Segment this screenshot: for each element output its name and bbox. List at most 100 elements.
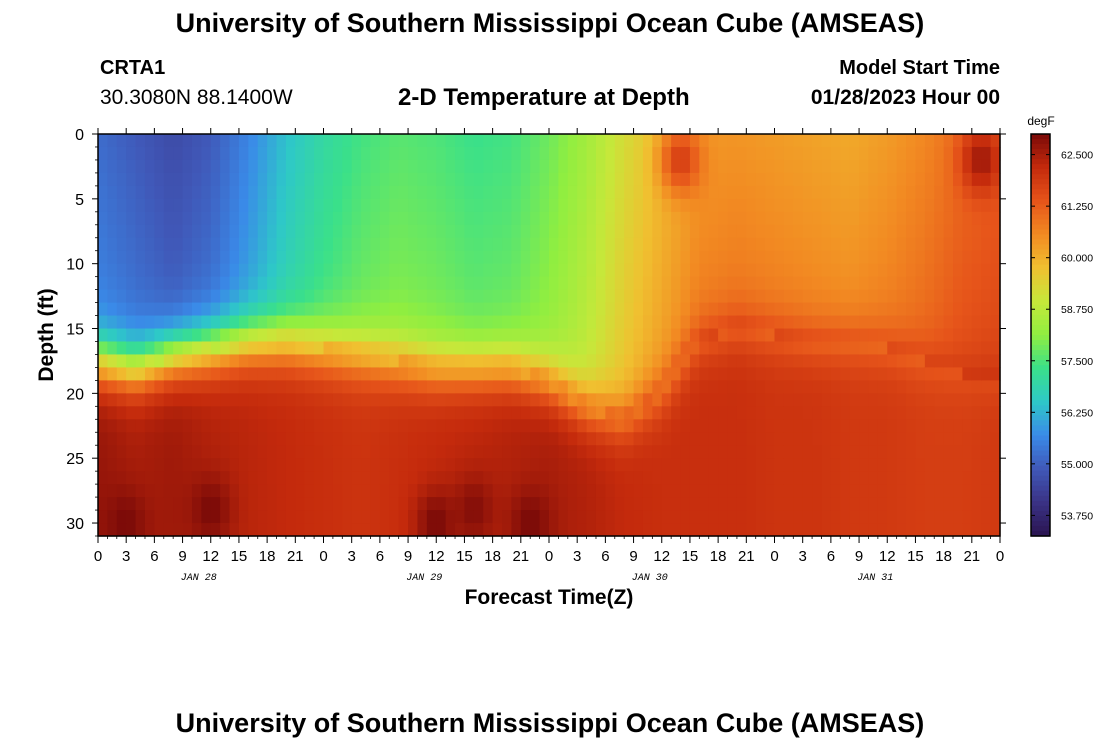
heatmap-cell xyxy=(361,198,372,213)
heatmap-cell xyxy=(793,367,804,381)
heatmap-cell xyxy=(417,458,428,472)
heatmap-cell xyxy=(746,354,757,369)
heatmap-cell xyxy=(680,341,691,356)
heatmap-cell xyxy=(830,445,841,459)
heatmap-cell xyxy=(154,134,165,148)
heatmap-cell xyxy=(915,134,926,148)
heatmap-cell xyxy=(220,484,231,498)
heatmap-cell xyxy=(783,445,794,459)
heatmap-cell xyxy=(840,354,851,369)
heatmap-cell xyxy=(173,484,184,498)
heatmap-cell xyxy=(755,523,766,537)
heatmap-cell xyxy=(746,341,757,356)
heatmap-cell xyxy=(135,224,146,239)
heatmap-cell xyxy=(426,185,437,200)
heatmap-cell xyxy=(558,367,569,381)
heatmap-cell xyxy=(633,302,644,317)
heatmap-cell xyxy=(783,393,794,407)
x-tick-label: 6 xyxy=(601,548,609,565)
heatmap-cell xyxy=(144,263,155,278)
heatmap-cell xyxy=(295,484,306,498)
heatmap-cell xyxy=(229,354,240,369)
heatmap-cell xyxy=(802,172,813,187)
heatmap-cell xyxy=(746,302,757,317)
heatmap-cell xyxy=(332,445,343,459)
heatmap-cell xyxy=(539,523,550,537)
heatmap-cell xyxy=(981,432,992,446)
heatmap-cell xyxy=(652,367,663,381)
heatmap-cell xyxy=(426,432,437,446)
heatmap-cell xyxy=(859,484,870,498)
heatmap-cell xyxy=(915,302,926,317)
heatmap-cell xyxy=(379,237,390,252)
heatmap-cell xyxy=(116,211,127,226)
heatmap-cell xyxy=(436,172,447,187)
heatmap-cell xyxy=(417,146,428,161)
heatmap-cell xyxy=(821,172,832,187)
heatmap-cell xyxy=(229,198,240,213)
heatmap-cell xyxy=(774,237,785,252)
heatmap-cell xyxy=(906,354,917,369)
heatmap-cell xyxy=(483,497,494,511)
heatmap-cell xyxy=(549,341,559,356)
heatmap-cell xyxy=(389,367,400,381)
heatmap-cell xyxy=(558,172,569,187)
heatmap-cell xyxy=(173,289,184,304)
heatmap-cell xyxy=(163,354,174,369)
heatmap-cell xyxy=(934,224,945,239)
heatmap-cell xyxy=(154,367,165,381)
heatmap-cell xyxy=(990,523,1001,537)
heatmap-cell xyxy=(849,315,860,330)
heatmap-cell xyxy=(689,198,700,213)
x-tick-label: 6 xyxy=(827,548,835,565)
heatmap-cell xyxy=(699,432,710,446)
heatmap-cell xyxy=(98,263,108,278)
heatmap-cell xyxy=(614,406,625,420)
heatmap-cell xyxy=(163,211,174,226)
heatmap-cell xyxy=(558,198,569,213)
heatmap-cell xyxy=(257,224,268,239)
heatmap-cell xyxy=(267,432,278,446)
heatmap-cell xyxy=(436,276,447,291)
heatmap-cell xyxy=(408,419,419,433)
heatmap-cell xyxy=(229,134,240,148)
heatmap-cell xyxy=(163,172,174,187)
heatmap-cell xyxy=(502,523,513,537)
heatmap-cell xyxy=(577,134,588,148)
y-tick-label: 30 xyxy=(66,516,84,533)
heatmap-cell xyxy=(502,159,513,174)
heatmap-cell xyxy=(445,211,456,226)
heatmap-cell xyxy=(821,146,832,161)
heatmap-cell xyxy=(661,497,672,511)
heatmap-cell xyxy=(361,458,372,472)
heatmap-cell xyxy=(661,237,672,252)
heatmap-cell xyxy=(304,211,315,226)
heatmap-cell xyxy=(652,289,663,304)
heatmap-cell xyxy=(342,328,353,343)
heatmap-cell xyxy=(445,328,456,343)
heatmap-cell xyxy=(144,380,155,394)
heatmap-cell xyxy=(304,419,315,433)
heatmap-cell xyxy=(520,185,531,200)
heatmap-cell xyxy=(605,497,616,511)
heatmap-cell xyxy=(267,146,278,161)
x-tick-label: 3 xyxy=(122,548,130,565)
heatmap-cell xyxy=(953,159,964,174)
heatmap-cell xyxy=(163,328,174,343)
heatmap-cell xyxy=(210,432,221,446)
colorbar-segment xyxy=(1031,174,1050,180)
heatmap-cell xyxy=(783,406,794,420)
heatmap-cell xyxy=(539,276,550,291)
heatmap-cell xyxy=(934,315,945,330)
heatmap-cell xyxy=(990,134,1001,148)
heatmap-cell xyxy=(323,458,334,472)
heatmap-cell xyxy=(718,302,729,317)
heatmap-cell xyxy=(652,406,663,420)
heatmap-cell xyxy=(276,211,287,226)
heatmap-cell xyxy=(614,341,625,356)
heatmap-cell xyxy=(464,510,475,524)
heatmap-cell xyxy=(426,134,437,148)
heatmap-cell xyxy=(135,289,146,304)
heatmap-cell xyxy=(126,419,137,433)
heatmap-cell xyxy=(887,497,898,511)
